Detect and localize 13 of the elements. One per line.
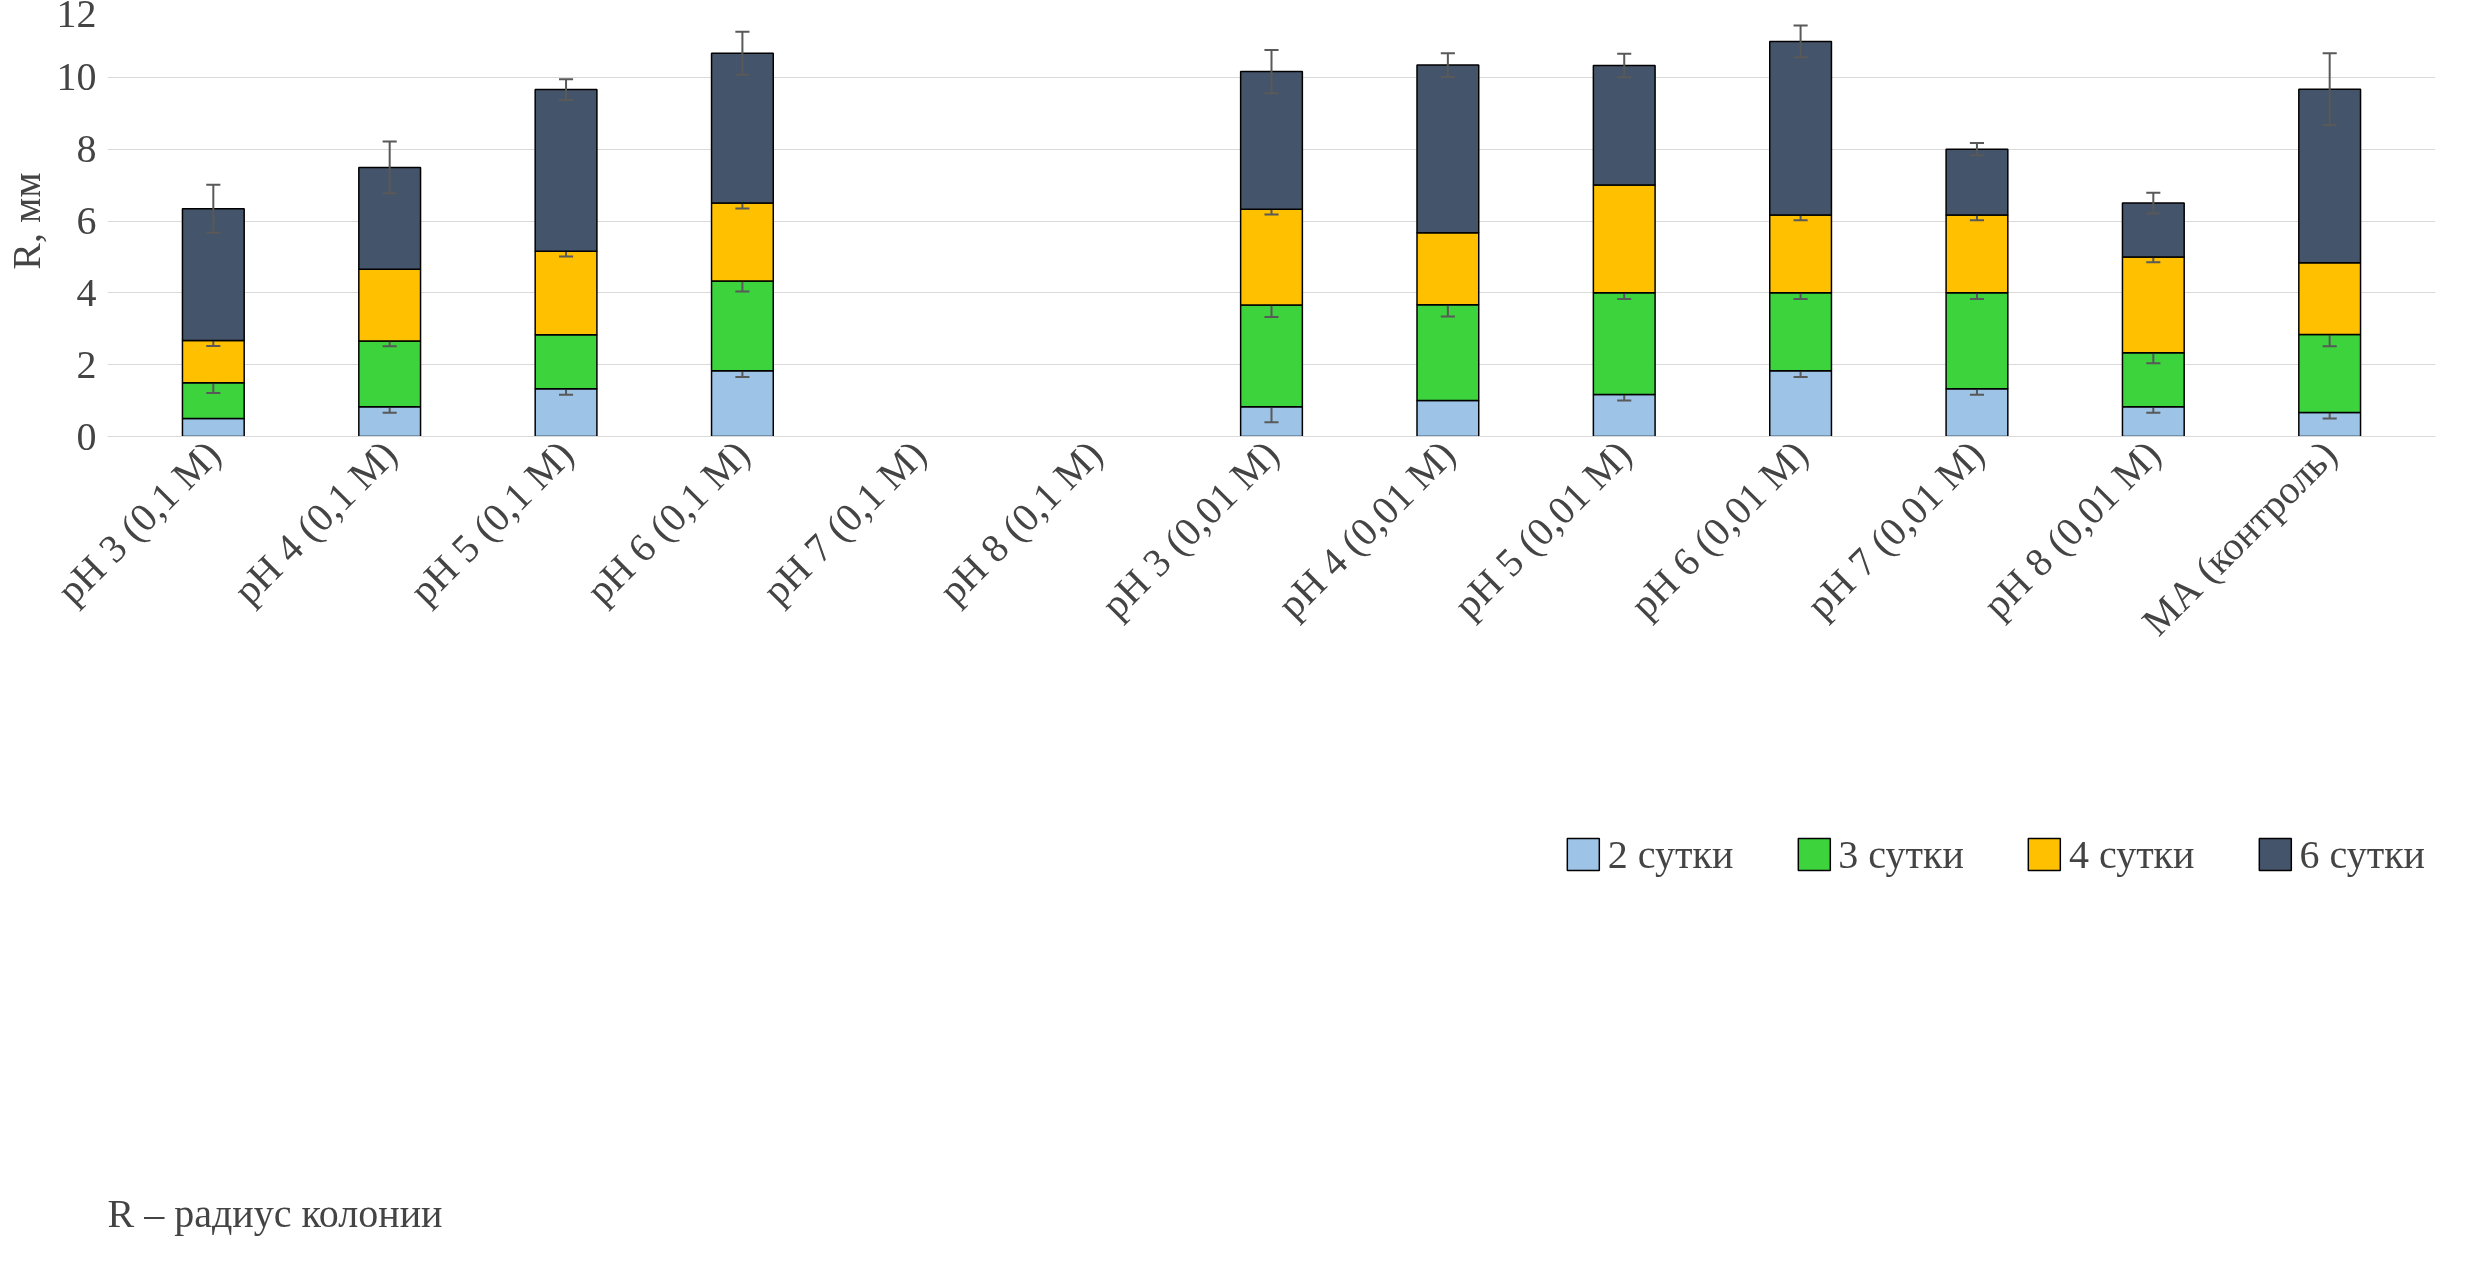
y-tick-label: 6 [76, 198, 97, 243]
y-axis-title: R, мм [3, 172, 49, 270]
legend-label: 4 сутки [2068, 830, 2195, 878]
y-tick-label: 8 [76, 126, 97, 172]
y-tick-label: 0 [76, 413, 97, 459]
legend-label: 6 сутки [2299, 830, 2425, 878]
text: R – радиус колонии [107, 1190, 443, 1236]
y-tick-label: 10 [56, 54, 97, 100]
legend-label: 3 сутки [1838, 830, 1964, 878]
y-tick-label: 12 [56, 0, 97, 36]
y-tick-label: 4 [76, 269, 97, 315]
legend-label: 2 сутки [1607, 830, 1734, 878]
y-tick-label: 2 [76, 341, 97, 387]
